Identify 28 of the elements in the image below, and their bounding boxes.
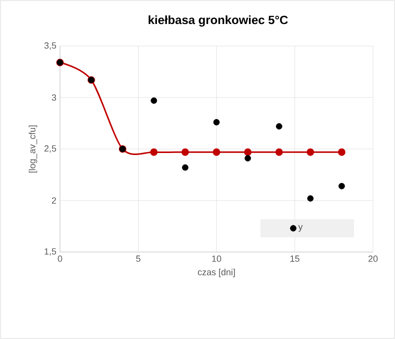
point [275,148,283,156]
x-tick-label: 0 [58,256,62,262]
y-tick-label: 2,5 [44,145,56,153]
chart-title: kiełbasa gronkowiec 5°C [148,15,288,27]
x-tick-label: 10 [212,256,222,262]
point [244,148,252,156]
y-tick-label: 2 [52,197,56,204]
x-tick-label: 20 [368,256,378,262]
point [338,148,346,156]
point [213,119,220,126]
legend-label: y [298,225,303,232]
point [150,148,158,156]
point [276,123,282,130]
y-axis-title: [log_av_cfu] [28,125,38,173]
x-tick-label: 15 [290,256,300,262]
point [182,164,188,171]
x-axis-title: czas [dni] [198,268,235,278]
y-tick-label: 3,5 [44,42,56,50]
point [150,97,158,104]
point [306,148,314,156]
point [307,195,314,202]
y-tick-label: 3 [52,94,56,101]
point [244,155,251,162]
point [338,182,345,190]
y-tick-label: 1,5 [44,248,56,256]
point [212,148,220,156]
point [181,148,189,156]
x-tick-label: 5 [136,256,140,262]
